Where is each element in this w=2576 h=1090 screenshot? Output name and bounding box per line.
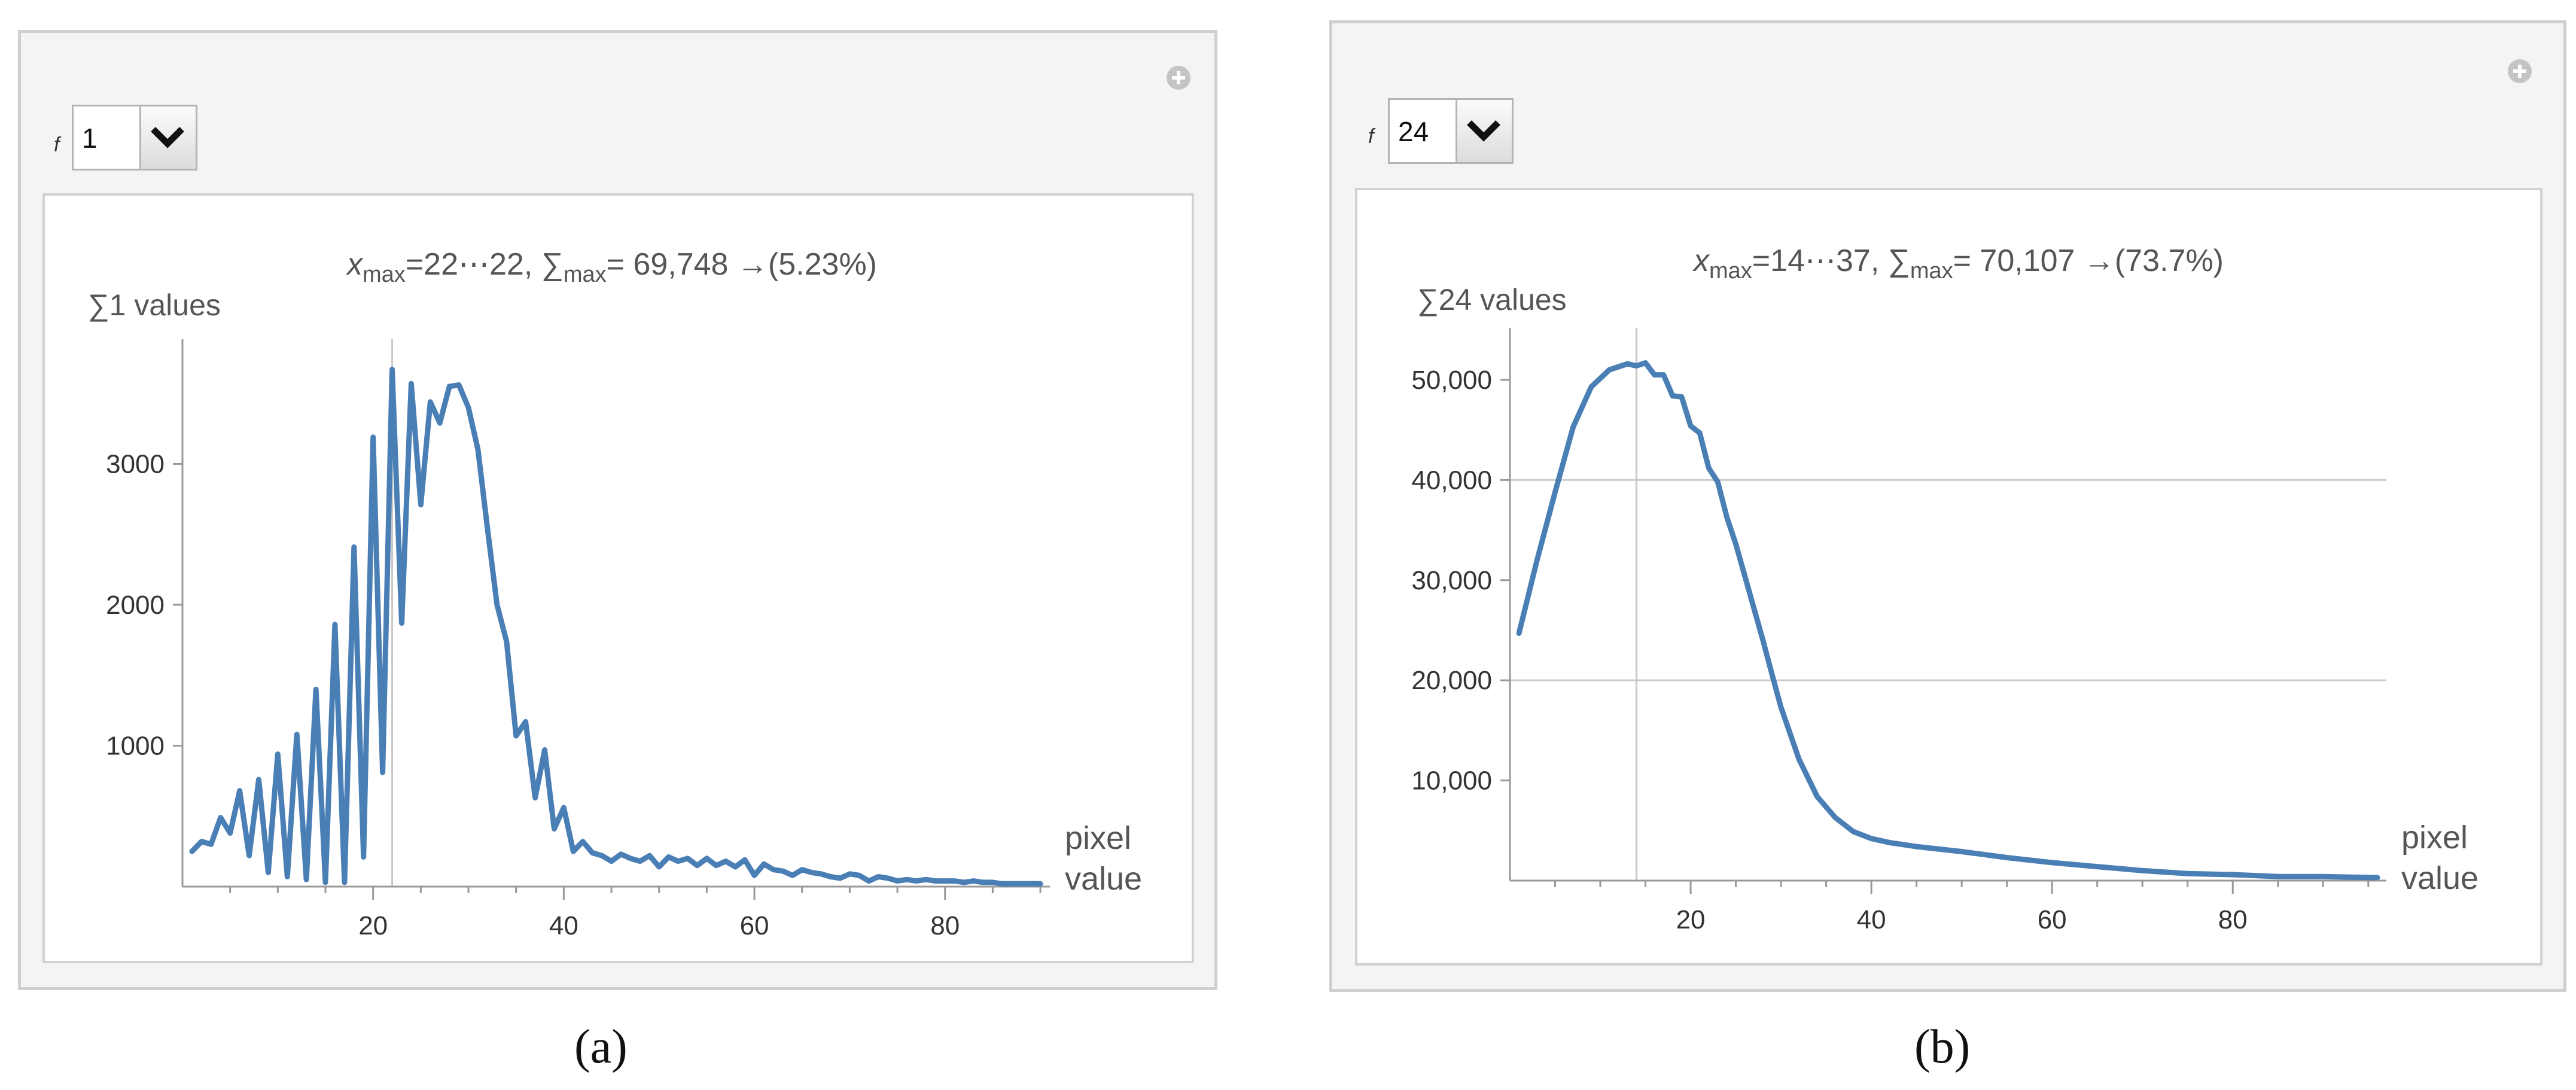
x-axis-label: pixel bbox=[1065, 820, 1131, 856]
caption-a: (a) bbox=[574, 1021, 628, 1073]
x-axis-label: pixel bbox=[2401, 820, 2468, 855]
add-icon[interactable] bbox=[2508, 59, 2532, 83]
y-tick-label: 30,000 bbox=[1411, 566, 1492, 595]
x-axis-label: value bbox=[2401, 860, 2478, 896]
x-tick-label: 40 bbox=[549, 911, 578, 940]
value-selector[interactable]: 1 bbox=[72, 105, 197, 170]
y-tick-label: 3000 bbox=[106, 449, 165, 479]
selector-label: f bbox=[54, 133, 60, 156]
plot-title: xmax=22⋯22, ∑max= 69,748 →(5.23%) bbox=[345, 247, 877, 287]
y-tick-label: 2000 bbox=[106, 590, 165, 620]
x-tick-label: 80 bbox=[2218, 905, 2248, 934]
selector-value[interactable]: 1 bbox=[82, 123, 98, 154]
caption-b: (b) bbox=[1914, 1021, 1971, 1073]
selector-value[interactable]: 24 bbox=[1398, 116, 1429, 147]
x-tick-label: 20 bbox=[358, 911, 388, 940]
manipulate-panel-a: f 1 xmax=22⋯22, ∑max= 69,748 →(5.23%) 20… bbox=[18, 30, 1217, 990]
value-selector[interactable]: 24 bbox=[1388, 98, 1514, 164]
series-line bbox=[1516, 360, 2380, 881]
dropdown-button[interactable] bbox=[139, 106, 196, 169]
y-tick-label: 20,000 bbox=[1411, 666, 1492, 695]
y-tick-label: 50,000 bbox=[1411, 366, 1492, 395]
selector-label: f bbox=[1368, 125, 1374, 148]
x-tick-label: 80 bbox=[930, 911, 960, 940]
series-line bbox=[189, 367, 1043, 887]
x-tick-label: 20 bbox=[1676, 905, 1706, 934]
smoothed-histogram-chart: xmax=14⋯37, ∑max= 70,107 →(73.7%) 20 40 60… bbox=[1411, 243, 2478, 934]
chevron-down-icon bbox=[1467, 120, 1500, 142]
x-tick-label: 60 bbox=[740, 911, 769, 940]
histogram-chart: xmax=22⋯22, ∑max= 69,748 →(5.23%) 20 40 60… bbox=[88, 247, 1142, 940]
x-tick-label: 40 bbox=[1857, 905, 1886, 934]
chart-frame: xmax=14⋯37, ∑max= 70,107 →(73.7%) 20 40 60… bbox=[1355, 188, 2542, 966]
dropdown-button[interactable] bbox=[1456, 100, 1512, 162]
y-tick-label: 10,000 bbox=[1411, 766, 1492, 796]
plot-title: xmax=14⋯37, ∑max= 70,107 →(73.7%) bbox=[1692, 243, 2224, 284]
x-tick-label: 60 bbox=[2038, 905, 2067, 934]
add-icon[interactable] bbox=[1167, 66, 1190, 90]
y-axis-label: ∑24 values bbox=[1417, 283, 1567, 316]
y-tick-label: 40,000 bbox=[1411, 465, 1492, 495]
chart-frame: xmax=22⋯22, ∑max= 69,748 →(5.23%) 20 40 60… bbox=[42, 193, 1194, 963]
x-axis-label: value bbox=[1065, 861, 1142, 897]
chevron-down-icon bbox=[151, 127, 184, 148]
manipulate-panel-b: f 24 xmax=14⋯37, ∑max= 70,107 →(73.7%) 2… bbox=[1329, 20, 2566, 992]
y-tick-label: 1000 bbox=[106, 731, 165, 760]
y-axis-label: ∑1 values bbox=[88, 288, 221, 322]
